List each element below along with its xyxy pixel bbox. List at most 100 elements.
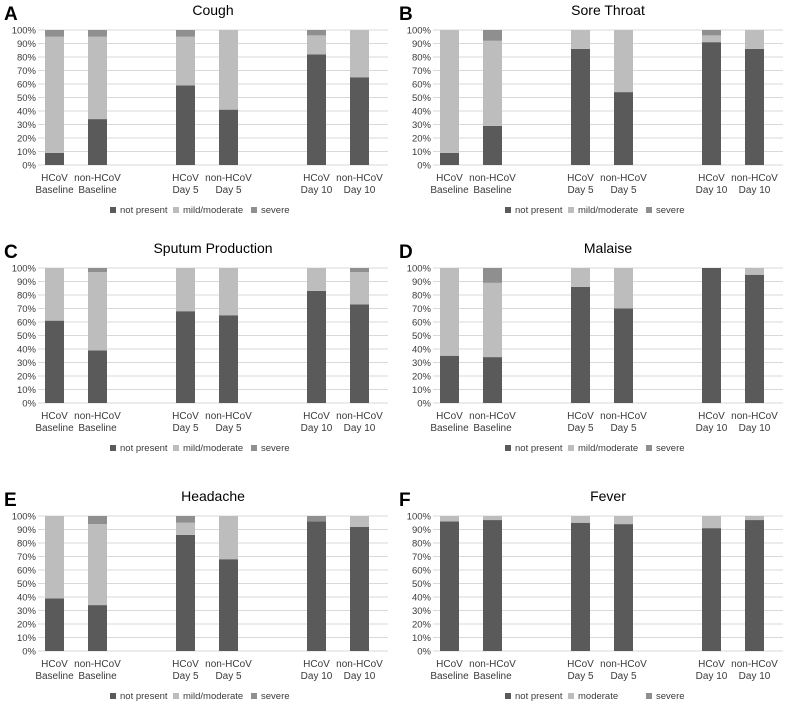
x-tick-label: non-HCoV: [74, 411, 121, 422]
y-tick-label: 60%: [412, 566, 432, 577]
bar-not-present-6: [350, 77, 369, 165]
y-tick-label: 0%: [22, 647, 36, 658]
x-tick-label: Baseline: [430, 423, 469, 434]
legend-label: severe: [656, 691, 685, 702]
y-tick-label: 0%: [417, 647, 431, 658]
bar-not-present-4: [614, 308, 633, 403]
x-tick-label: Day 10: [739, 185, 771, 196]
x-tick-label: Day 5: [567, 185, 594, 196]
x-tick-label: HCoV: [41, 659, 68, 670]
x-tick-label: HCoV: [567, 659, 594, 670]
x-tick-label: Baseline: [473, 185, 512, 196]
y-tick-label: 30%: [412, 606, 432, 617]
y-tick-label: 40%: [412, 345, 432, 356]
x-tick-label: HCoV: [567, 411, 594, 422]
bar-not-present-2: [88, 119, 107, 165]
legend-swatch: [568, 693, 574, 699]
x-tick-label: HCoV: [41, 173, 68, 184]
bar-severe-2: [88, 516, 107, 525]
legend-label: mild/moderate: [578, 443, 638, 454]
bar-mild-moderate-6: [350, 272, 369, 305]
legend-label: mild/moderate: [183, 205, 243, 216]
x-tick-label: non-HCoV: [336, 659, 383, 670]
x-tick-label: non-HCoV: [469, 411, 516, 422]
bar-moderate-5: [702, 516, 721, 529]
bar-not-present-1: [440, 152, 459, 165]
y-tick-label: 50%: [17, 331, 37, 342]
bar-not-present-1: [440, 355, 459, 403]
y-tick-label: 20%: [17, 620, 37, 631]
bar-mild-moderate-4: [614, 268, 633, 309]
y-tick-label: 60%: [17, 80, 37, 91]
bar-not-present-2: [483, 125, 502, 165]
y-tick-label: 90%: [17, 39, 37, 50]
y-tick-label: 10%: [412, 385, 432, 396]
bar-mild-moderate-1: [440, 268, 459, 356]
legend-label: mild/moderate: [578, 205, 638, 216]
chart-title: Cough: [192, 2, 233, 18]
chart-panel-d: D Malaise 0% 10% 20% 30% 40% 50% 60% 70% 80% 90% 100…: [399, 240, 783, 454]
x-tick-label: Day 10: [301, 185, 333, 196]
bar-not-present-6: [745, 274, 764, 403]
legend-swatch: [646, 445, 652, 451]
y-tick-label: 0%: [417, 399, 431, 410]
x-tick-label: Day 10: [344, 423, 376, 434]
bar-moderate-1: [440, 516, 459, 522]
x-tick-label: non-HCoV: [600, 173, 647, 184]
y-tick-label: 40%: [17, 593, 37, 604]
legend-swatch: [505, 693, 511, 699]
y-tick-label: 70%: [412, 304, 432, 315]
bar-not-present-1: [45, 598, 64, 651]
x-tick-label: non-HCoV: [74, 659, 121, 670]
bar-not-present-5: [307, 290, 326, 403]
bar-mild-moderate-2: [88, 36, 107, 120]
legend-label: not present: [120, 205, 168, 216]
chart-panel-e: E Headache 0% 10% 20% 30% 40% 50% 60% 70% 80% 90% 10…: [4, 488, 388, 702]
legend-swatch: [251, 207, 257, 213]
legend-swatch: [251, 693, 257, 699]
chart-panel-a: A Cough 0% 10% 20% 30% 40% 50% 60% 70% 80% 90% 100% H…: [4, 2, 388, 216]
bar-severe-5: [307, 30, 326, 36]
bar-mild-moderate-5: [702, 35, 721, 43]
y-tick-label: 100%: [12, 264, 37, 275]
legend-label: not present: [515, 205, 563, 216]
y-tick-label: 90%: [412, 39, 432, 50]
bar-not-present-4: [614, 524, 633, 651]
bar-not-present-3: [571, 48, 590, 165]
x-tick-label: Baseline: [78, 423, 117, 434]
chart-title: Malaise: [584, 240, 632, 256]
y-tick-label: 40%: [412, 593, 432, 604]
y-tick-label: 50%: [17, 579, 37, 590]
legend-swatch: [173, 445, 179, 451]
x-tick-label: non-HCoV: [205, 173, 252, 184]
bar-not-present-5: [307, 54, 326, 165]
bar-not-present-2: [483, 520, 502, 651]
x-tick-label: non-HCoV: [205, 411, 252, 422]
chart-title: Fever: [590, 488, 626, 504]
legend-label: not present: [120, 443, 168, 454]
y-tick-label: 30%: [412, 120, 432, 131]
bar-severe-2: [88, 30, 107, 37]
x-tick-label: HCoV: [172, 411, 199, 422]
x-tick-label: Day 10: [301, 423, 333, 434]
x-tick-label: non-HCoV: [205, 659, 252, 670]
bar-mild-moderate-2: [88, 524, 107, 606]
bar-not-present-6: [350, 304, 369, 403]
bar-severe-2: [483, 268, 502, 283]
legend-swatch: [646, 207, 652, 213]
x-tick-label: Baseline: [430, 671, 469, 682]
chart-title: Headache: [181, 488, 245, 504]
x-tick-label: non-HCoV: [731, 173, 778, 184]
bar-mild-moderate-6: [350, 516, 369, 527]
y-tick-label: 100%: [407, 264, 432, 275]
bar-mild-moderate-2: [483, 282, 502, 358]
legend-label: moderate: [578, 691, 618, 702]
x-tick-label: Baseline: [35, 423, 74, 434]
y-tick-label: 20%: [412, 372, 432, 383]
bar-mild-moderate-6: [745, 30, 764, 49]
y-tick-label: 100%: [12, 26, 37, 37]
panel-letter: C: [4, 242, 18, 263]
y-tick-label: 20%: [17, 372, 37, 383]
y-tick-label: 20%: [412, 134, 432, 145]
x-tick-label: HCoV: [172, 173, 199, 184]
